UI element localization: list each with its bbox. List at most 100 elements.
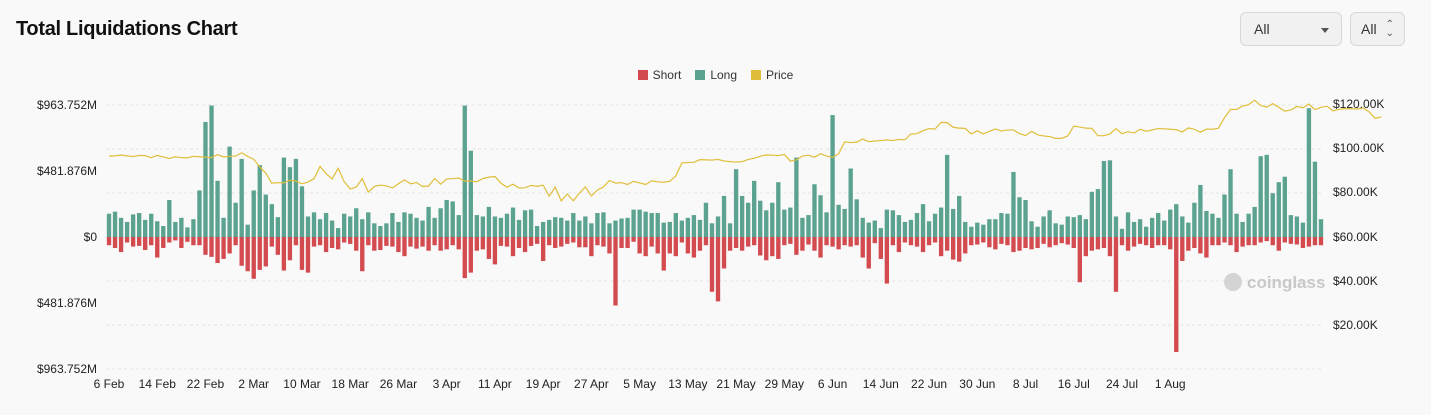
short-bar	[462, 237, 467, 279]
long-bar	[715, 216, 721, 237]
long-bar	[920, 204, 926, 237]
legend-item-short[interactable]: Short	[637, 68, 682, 82]
long-bar	[1083, 219, 1088, 237]
long-bar	[167, 200, 172, 237]
long-bar	[335, 228, 341, 237]
page-title: Total Liquidations Chart	[16, 18, 238, 40]
long-bar	[1119, 228, 1125, 237]
x-axis-tick: 1 Aug	[1155, 377, 1186, 391]
long-bar	[643, 211, 648, 237]
legend-item-long[interactable]: Long	[695, 68, 737, 82]
left-axis: $963.752M $481.876M $0 $481.876M $963.752M	[37, 98, 97, 376]
long-bar	[806, 215, 811, 237]
long-bar	[1107, 160, 1113, 237]
short-bar	[1011, 237, 1016, 253]
chart-legend: Short Long Price	[0, 68, 1431, 82]
exchange-select-value: All	[1254, 21, 1270, 37]
long-bar	[257, 165, 262, 237]
short-bar	[872, 237, 877, 244]
short-bar	[504, 237, 510, 247]
long-bar	[468, 150, 473, 237]
exchange-select[interactable]: All	[1240, 12, 1342, 46]
short-bar	[1246, 237, 1251, 246]
long-bar	[263, 194, 268, 237]
long-bar	[438, 208, 443, 237]
long-bar	[293, 158, 299, 237]
short-bar	[323, 237, 329, 253]
sort-updown-icon: ⌃ ⌄	[1385, 19, 1394, 39]
short-bar	[1312, 237, 1318, 246]
short-bar	[619, 237, 624, 248]
long-bar	[209, 105, 214, 237]
short-bar	[1083, 237, 1088, 257]
long-bar	[854, 199, 859, 237]
x-axis-tick: 5 May	[623, 377, 656, 391]
short-bar	[1294, 237, 1300, 245]
long-bar	[396, 221, 401, 237]
short-bar	[583, 237, 588, 248]
long-bar	[317, 219, 323, 237]
long-bar	[969, 226, 974, 237]
short-bar	[697, 237, 703, 251]
long-bar	[709, 223, 715, 237]
short-bar	[667, 237, 672, 254]
long-bar	[179, 217, 184, 237]
short-bar	[112, 237, 118, 248]
long-bar	[143, 219, 148, 237]
short-bar	[673, 237, 678, 257]
short-bar	[655, 237, 660, 254]
long-bar	[758, 200, 763, 237]
long-bar	[1113, 216, 1119, 237]
short-bar	[408, 237, 413, 247]
short-bar	[233, 237, 238, 246]
long-bar	[233, 202, 238, 237]
short-bar	[118, 237, 124, 253]
long-bar	[1149, 217, 1155, 237]
long-bar	[1047, 210, 1052, 237]
short-bar	[1035, 237, 1040, 248]
x-axis-tick: 8 Jul	[1013, 377, 1038, 391]
legend-item-price[interactable]: Price	[751, 68, 793, 82]
short-bar	[378, 237, 383, 251]
short-bar	[257, 237, 262, 270]
long-bar	[1186, 222, 1191, 237]
short-bar	[516, 237, 522, 248]
short-bar	[1047, 237, 1052, 248]
right-axis-tick: $80.00K	[1333, 185, 1378, 199]
short-bar	[830, 237, 835, 247]
long-bar	[595, 213, 600, 237]
long-bar	[637, 209, 642, 237]
short-bar	[1180, 237, 1185, 261]
long-bar	[673, 213, 678, 237]
long-bar	[1240, 221, 1245, 237]
short-bar	[908, 237, 914, 246]
short-bar	[721, 237, 727, 269]
x-axis-tick: 18 Mar	[332, 377, 369, 391]
long-bar	[420, 220, 425, 237]
short-bar	[426, 237, 431, 251]
x-axis: 6 Feb 14 Feb 22 Feb 2 Mar 10 Mar 18 Mar 26 Mar…	[94, 377, 1186, 391]
short-bar	[770, 237, 775, 257]
short-bar	[287, 237, 293, 261]
legend-label-short: Short	[652, 68, 682, 82]
short-bar	[733, 237, 739, 248]
short-bar	[1288, 237, 1294, 244]
long-bar	[1204, 210, 1209, 237]
short-bar	[1192, 237, 1197, 248]
long-bar	[739, 195, 745, 237]
long-bar	[130, 214, 136, 237]
range-select[interactable]: All ⌃ ⌄	[1350, 12, 1405, 46]
short-bar	[1137, 237, 1143, 244]
short-bar	[788, 237, 793, 244]
long-bar	[1258, 156, 1263, 237]
short-bar	[191, 237, 196, 246]
long-bar	[1035, 226, 1040, 237]
short-bar	[691, 237, 697, 258]
short-bar	[1222, 237, 1227, 243]
long-bar	[342, 213, 347, 237]
long-bar	[619, 218, 624, 237]
long-bar	[661, 222, 666, 237]
long-bar	[1077, 215, 1082, 237]
x-axis-tick: 3 Apr	[433, 377, 461, 391]
long-bar	[1089, 191, 1095, 237]
